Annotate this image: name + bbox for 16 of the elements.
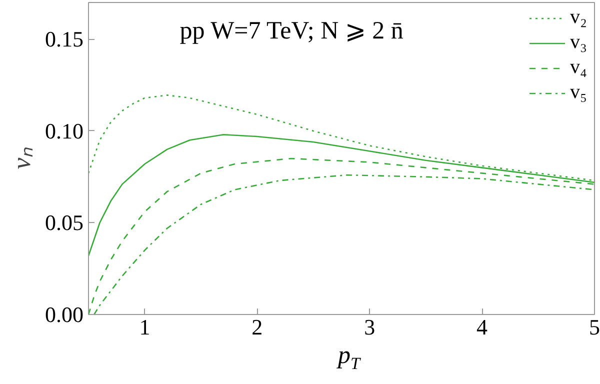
y-tick-label: 0.05: [45, 210, 84, 236]
x-tick-label: 5: [589, 314, 600, 340]
y-tick-label: 0.15: [45, 26, 84, 52]
y-tick-label: 0.10: [45, 118, 84, 144]
x-tick-label: 4: [476, 314, 488, 340]
x-tick-label: 1: [139, 314, 150, 340]
x-tick-label: 3: [364, 314, 376, 340]
y-axis-title: vₙ: [7, 146, 36, 170]
legend-label: v₂: [570, 6, 588, 29]
legend-label: v₅: [570, 81, 588, 104]
x-tick-label: 2: [252, 314, 263, 340]
text: pp W=7 TeV; N ⩾ 2 n̄: [180, 18, 404, 44]
legend-label: v₃: [570, 31, 588, 54]
x-axis-title: p$_{T}$: [338, 342, 360, 373]
y-tick-label: 0.00: [45, 302, 84, 327]
legend-label: v₄: [570, 56, 588, 79]
